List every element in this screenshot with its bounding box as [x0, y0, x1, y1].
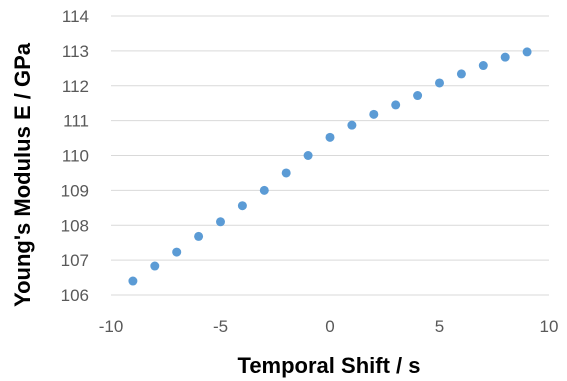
x-tick-label: -10	[99, 317, 124, 336]
y-tick-label: 114	[62, 7, 89, 26]
data-points	[128, 47, 532, 286]
y-axis-ticks: 106 107 108 109 110 111 112 113 114	[61, 7, 89, 305]
data-point	[216, 217, 225, 227]
data-point	[303, 151, 313, 160]
data-point	[413, 91, 423, 101]
data-point	[150, 261, 160, 271]
data-point	[500, 52, 510, 62]
y-tick-label: 107	[61, 251, 89, 270]
data-point	[369, 109, 379, 119]
data-point	[456, 69, 466, 79]
y-tick-label: 108	[61, 216, 89, 235]
data-point	[128, 276, 138, 286]
gridlines	[111, 15, 549, 296]
data-point	[325, 132, 335, 142]
data-point	[172, 247, 182, 257]
data-point	[435, 78, 444, 88]
x-axis-title: Temporal Shift / s	[238, 353, 421, 378]
x-tick-label: -5	[213, 317, 228, 336]
data-point	[522, 47, 532, 57]
y-tick-label: 111	[63, 112, 89, 131]
y-tick-label: 106	[61, 286, 89, 305]
y-tick-label: 110	[62, 147, 89, 166]
data-point	[194, 231, 204, 241]
x-tick-label: 5	[435, 317, 444, 336]
y-tick-label: 112	[62, 77, 89, 96]
data-point	[347, 120, 357, 130]
data-point	[281, 168, 291, 178]
data-point	[259, 185, 269, 195]
x-tick-label: 0	[325, 317, 334, 336]
data-point	[391, 100, 401, 110]
y-axis-title: Young's Modulus E / GPa	[10, 42, 35, 307]
x-axis-ticks: -10 -5 0 5 10	[99, 317, 559, 336]
y-tick-label: 113	[62, 42, 89, 61]
x-tick-label: 10	[540, 317, 559, 336]
data-point	[237, 201, 247, 211]
y-tick-label: 109	[61, 181, 89, 200]
data-point	[478, 61, 488, 71]
